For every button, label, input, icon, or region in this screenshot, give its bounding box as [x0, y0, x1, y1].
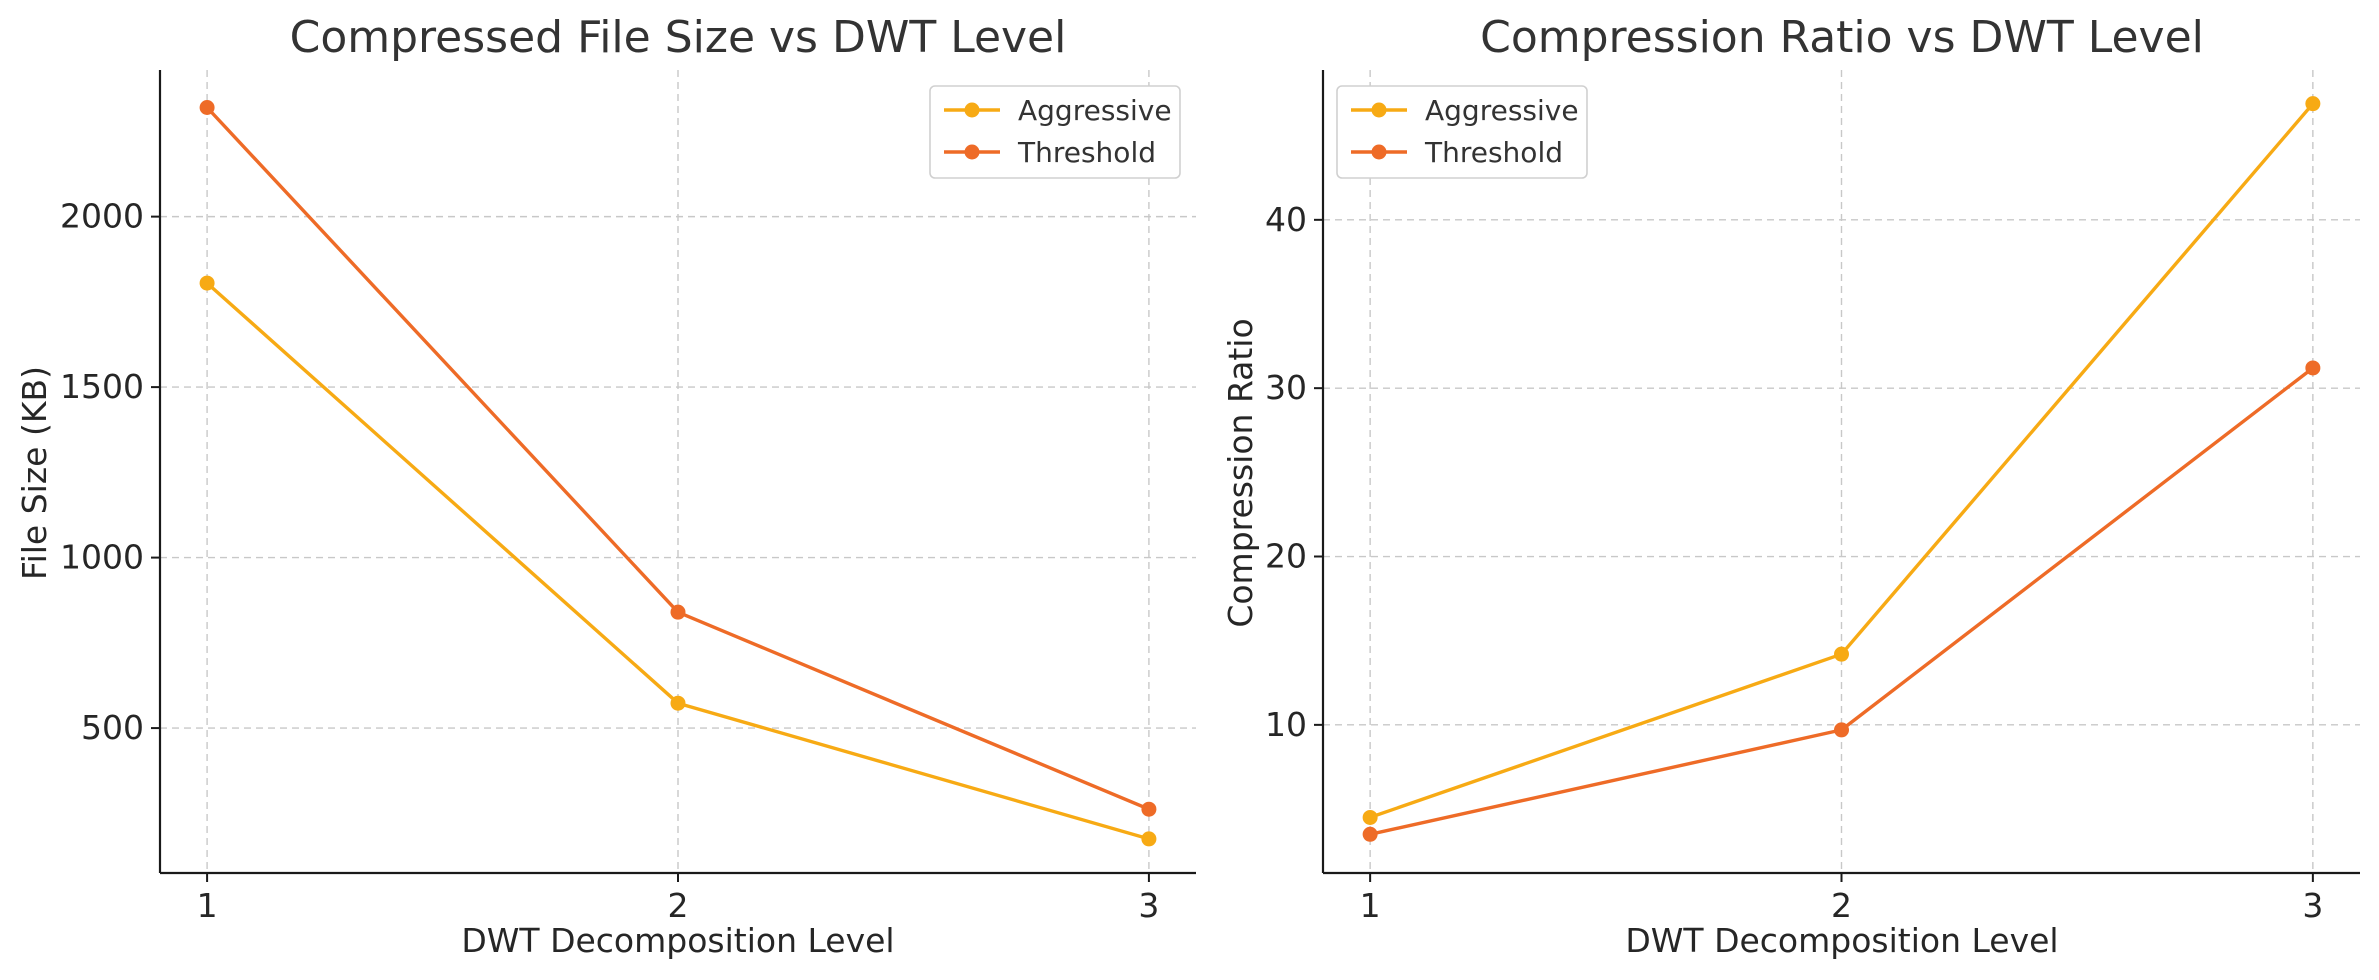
grid [160, 70, 1196, 873]
data-point-threshold [1362, 826, 1378, 842]
legend-label: Aggressive [1018, 94, 1172, 127]
x-tick-label: 3 [2302, 886, 2323, 925]
legend-label: Threshold [1424, 136, 1563, 169]
ticks: 1 2 3 500 1000 1500 2000 [60, 197, 1159, 925]
x-tick-label: 2 [1831, 886, 1852, 925]
data-point-threshold [1141, 801, 1157, 817]
y-tick-label: 20 [1265, 537, 1307, 576]
data-point-aggressive [670, 695, 686, 711]
data-point-aggressive [1834, 646, 1849, 662]
y-axis-label: Compression Ratio [1221, 318, 1260, 627]
legend-swatch-marker [964, 144, 980, 160]
y-axis-label: File Size (KB) [15, 366, 54, 580]
compression-ratio-chart: 1 2 3 10 20 30 40 Compression Ratio vs DWT Lev… [1221, 12, 2360, 960]
legend-label: Aggressive [1425, 94, 1579, 127]
y-tick-label: 10 [1265, 705, 1307, 744]
x-tick-label: 2 [668, 886, 689, 925]
data-point-threshold [2305, 360, 2321, 376]
legend-swatch-marker [1371, 144, 1387, 160]
x-axis-label: DWT Decomposition Level [461, 921, 894, 960]
data-point-aggressive [1141, 831, 1157, 847]
chart-title: Compressed File Size vs DWT Level [290, 12, 1067, 63]
ticks: 1 2 3 10 20 30 40 [1265, 200, 2323, 925]
data-point-threshold [199, 100, 215, 116]
x-tick-label: 3 [1138, 886, 1159, 925]
y-tick-label: 40 [1265, 200, 1307, 239]
data-point-aggressive [2305, 96, 2321, 112]
data-point-threshold [670, 604, 686, 620]
series-layer [1362, 96, 2321, 842]
series-layer [199, 100, 1157, 847]
file-size-chart: 1 2 3 500 1000 1500 2000 Compressed File Size … [15, 12, 1196, 960]
x-tick-label: 1 [1360, 886, 1381, 925]
y-tick-label: 30 [1265, 368, 1307, 407]
data-point-threshold [1834, 722, 1849, 738]
legend: Aggressive Threshold [929, 85, 1181, 179]
x-axis-label: DWT Decomposition Level [1625, 921, 2058, 960]
data-point-aggressive [199, 275, 215, 291]
y-tick-label: 2000 [60, 197, 144, 236]
y-tick-label: 1000 [60, 538, 144, 577]
y-tick-label: 500 [81, 708, 144, 747]
legend-label: Threshold [1017, 136, 1156, 169]
data-point-aggressive [1362, 809, 1378, 825]
legend: Aggressive Threshold [1336, 85, 1588, 179]
legend-swatch-marker [964, 102, 980, 118]
chart-title: Compression Ratio vs DWT Level [1480, 12, 2204, 63]
y-tick-label: 1500 [60, 367, 144, 406]
x-tick-label: 1 [197, 886, 218, 925]
legend-swatch-marker [1371, 102, 1387, 118]
grid [1323, 70, 2360, 873]
